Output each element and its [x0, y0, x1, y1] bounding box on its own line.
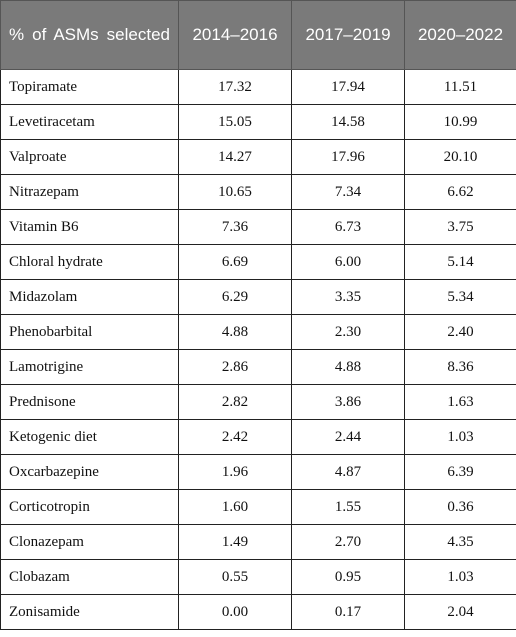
table-row: Midazolam 6.29 3.35 5.34	[0, 279, 516, 315]
table-row: Ketogenic diet 2.42 2.44 1.03	[0, 419, 516, 455]
header-cell-asm: % of ASMs selected	[0, 0, 179, 70]
header-row: % of ASMs selected 2014–2016 2017–2019 2…	[0, 0, 516, 70]
table-row: Zonisamide 0.00 0.17 2.04	[0, 594, 516, 630]
percentage-cell: 2.30	[291, 314, 405, 350]
percentage-cell: 6.69	[178, 244, 292, 280]
percentage-cell: 2.44	[291, 419, 405, 455]
asm-name-cell: Clonazepam	[0, 524, 179, 560]
table-row: Oxcarbazepine 1.96 4.87 6.39	[0, 454, 516, 490]
percentage-cell: 1.96	[178, 454, 292, 490]
asm-name-cell: Phenobarbital	[0, 314, 179, 350]
percentage-cell: 10.65	[178, 174, 292, 210]
table-header: % of ASMs selected 2014–2016 2017–2019 2…	[0, 0, 516, 70]
percentage-cell: 4.87	[291, 454, 405, 490]
table-row: Lamotrigine 2.86 4.88 8.36	[0, 349, 516, 385]
table-row: Valproate 14.27 17.96 20.10	[0, 139, 516, 175]
asm-name-cell: Ketogenic diet	[0, 419, 179, 455]
percentage-cell: 3.35	[291, 279, 405, 315]
percentage-cell: 4.88	[291, 349, 405, 385]
percentage-cell: 2.82	[178, 384, 292, 420]
percentage-cell: 2.04	[404, 594, 516, 630]
percentage-cell: 2.70	[291, 524, 405, 560]
table-row: Topiramate 17.32 17.94 11.51	[0, 69, 516, 105]
table-row: Clonazepam 1.49 2.70 4.35	[0, 524, 516, 560]
asm-name-cell: Clobazam	[0, 559, 179, 595]
percentage-cell: 0.17	[291, 594, 405, 630]
percentage-cell: 6.29	[178, 279, 292, 315]
table-row: Chloral hydrate 6.69 6.00 5.14	[0, 244, 516, 280]
percentage-cell: 14.27	[178, 139, 292, 175]
percentage-cell: 6.39	[404, 454, 516, 490]
percentage-cell: 8.36	[404, 349, 516, 385]
asm-name-cell: Oxcarbazepine	[0, 454, 179, 490]
percentage-cell: 3.86	[291, 384, 405, 420]
percentage-cell: 1.03	[404, 559, 516, 595]
percentage-cell: 5.34	[404, 279, 516, 315]
percentage-cell: 6.73	[291, 209, 405, 245]
percentage-cell: 11.51	[404, 69, 516, 105]
percentage-cell: 2.42	[178, 419, 292, 455]
asm-name-cell: Valproate	[0, 139, 179, 175]
asm-name-cell: Nitrazepam	[0, 174, 179, 210]
percentage-cell: 2.86	[178, 349, 292, 385]
table-row: Levetiracetam 15.05 14.58 10.99	[0, 104, 516, 140]
percentage-cell: 20.10	[404, 139, 516, 175]
percentage-cell: 0.55	[178, 559, 292, 595]
asm-name-cell: Zonisamide	[0, 594, 179, 630]
asm-name-cell: Chloral hydrate	[0, 244, 179, 280]
percentage-cell: 5.14	[404, 244, 516, 280]
header-cell-2017-2019: 2017–2019	[291, 0, 405, 70]
percentage-cell: 7.34	[291, 174, 405, 210]
percentage-cell: 15.05	[178, 104, 292, 140]
asm-name-cell: Lamotrigine	[0, 349, 179, 385]
header-cell-2020-2022: 2020–2022	[404, 0, 516, 70]
percentage-cell: 6.00	[291, 244, 405, 280]
asm-name-cell: Midazolam	[0, 279, 179, 315]
percentage-cell: 1.60	[178, 489, 292, 525]
table-row: Corticotropin 1.60 1.55 0.36	[0, 489, 516, 525]
percentage-cell: 0.95	[291, 559, 405, 595]
asm-name-cell: Corticotropin	[0, 489, 179, 525]
asm-name-cell: Levetiracetam	[0, 104, 179, 140]
percentage-cell: 10.99	[404, 104, 516, 140]
percentage-cell: 1.55	[291, 489, 405, 525]
percentage-cell: 2.40	[404, 314, 516, 350]
asm-name-cell: Prednisone	[0, 384, 179, 420]
asm-name-cell: Vitamin B6	[0, 209, 179, 245]
asm-name-cell: Topiramate	[0, 69, 179, 105]
percentage-cell: 6.62	[404, 174, 516, 210]
percentage-cell: 4.88	[178, 314, 292, 350]
percentage-cell: 1.49	[178, 524, 292, 560]
header-cell-2014-2016: 2014–2016	[178, 0, 292, 70]
table-row: Nitrazepam 10.65 7.34 6.62	[0, 174, 516, 210]
percentage-cell: 17.32	[178, 69, 292, 105]
table-row: Clobazam 0.55 0.95 1.03	[0, 559, 516, 595]
percentage-cell: 17.96	[291, 139, 405, 175]
percentage-cell: 1.03	[404, 419, 516, 455]
percentage-cell: 0.36	[404, 489, 516, 525]
table-body: Topiramate 17.32 17.94 11.51 Levetiracetam 15…	[0, 69, 516, 630]
percentage-cell: 3.75	[404, 209, 516, 245]
table-row: Prednisone 2.82 3.86 1.63	[0, 384, 516, 420]
percentage-cell: 14.58	[291, 104, 405, 140]
table-row: Phenobarbital 4.88 2.30 2.40	[0, 314, 516, 350]
percentage-cell: 7.36	[178, 209, 292, 245]
percentage-cell: 1.63	[404, 384, 516, 420]
percentage-cell: 0.00	[178, 594, 292, 630]
percentage-cell: 4.35	[404, 524, 516, 560]
percentage-cell: 17.94	[291, 69, 405, 105]
table-row: Vitamin B6 7.36 6.73 3.75	[0, 209, 516, 245]
